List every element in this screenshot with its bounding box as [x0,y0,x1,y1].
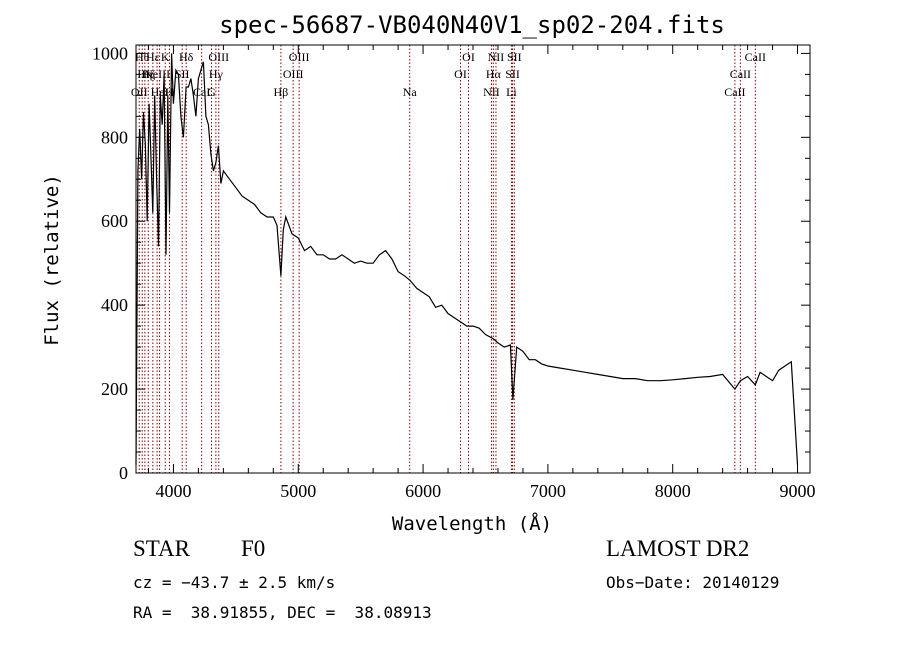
line-label-15: Hβ [274,85,289,99]
line-label-18: Na [403,85,418,99]
line-label-10: Hδ [179,50,194,64]
survey-name: LAMOST DR2 [606,536,750,561]
line-label-29: CaII [745,50,766,64]
object-class: STAR [133,536,190,561]
line-label-12: G [207,85,216,99]
x-tick-label-4: 8000 [655,481,691,501]
spectrum-layer [135,53,799,465]
plot-frame [135,44,811,474]
line-label-14: OIII [208,50,229,64]
line-label-19: OI [454,67,467,81]
x-tick-label-3: 7000 [530,481,566,501]
x-tick-label-2: 6000 [405,481,441,501]
x-tick-label-5: 9000 [780,481,816,501]
line-label-0: OII [131,85,148,99]
line-label-23: NII [488,50,505,64]
line-label-13: Hγ [209,67,224,81]
emission-lines-layer: OIIHθHηHζHεNeIIIHeIKHSIIHδCaIGHγOIIIHβOI… [131,45,766,473]
y-tick-label-4: 800 [101,127,128,147]
chart-title: spec-56687-VB040N40V1_sp02-204.fits [219,11,725,39]
line-label-17: OIII [289,50,310,64]
redshift-velocity: cz = −43.7 ± 2.5 km/s [133,573,336,592]
y-tick-label-3: 600 [101,211,128,231]
line-label-9: SII [175,67,190,81]
line-label-25: SII [505,67,520,81]
line-label-21: NII [483,85,500,99]
line-label-5: NeIII [144,67,170,81]
x-axis-label: Wavelength (Å) [392,512,552,535]
x-tick-label-1: 5000 [280,481,316,501]
line-label-4: Hε [146,50,160,64]
line-label-22: Hα [486,67,502,81]
sky-coordinates: RA = 38.91855, DEC = 38.08913 [133,603,432,622]
line-label-28: CaII [730,67,751,81]
observation-date: Obs−Date: 20140129 [606,573,780,592]
y-axis-label: Flux (relative) [41,174,63,346]
line-label-27: CaII [724,85,745,99]
spectrum-line [135,53,799,465]
line-label-7: K [161,50,170,64]
y-tick-label-0: 0 [119,463,128,483]
line-label-24: Li [506,85,517,99]
object-subclass: F0 [241,536,266,561]
line-label-26: SII [507,50,522,64]
line-label-16: OIII [283,67,304,81]
line-label-8: H [165,85,174,99]
y-tick-label-5: 1000 [92,43,128,63]
line-label-20: OI [462,50,475,64]
x-tick-label-0: 4000 [155,481,191,501]
y-tick-label-1: 200 [101,379,128,399]
line-label-3: Hζ [141,67,155,81]
axes-layer: 4000 5000 6000 7000 8000 9000 0 200 400 600 800 100… [92,43,816,501]
y-tick-label-2: 400 [101,295,128,315]
